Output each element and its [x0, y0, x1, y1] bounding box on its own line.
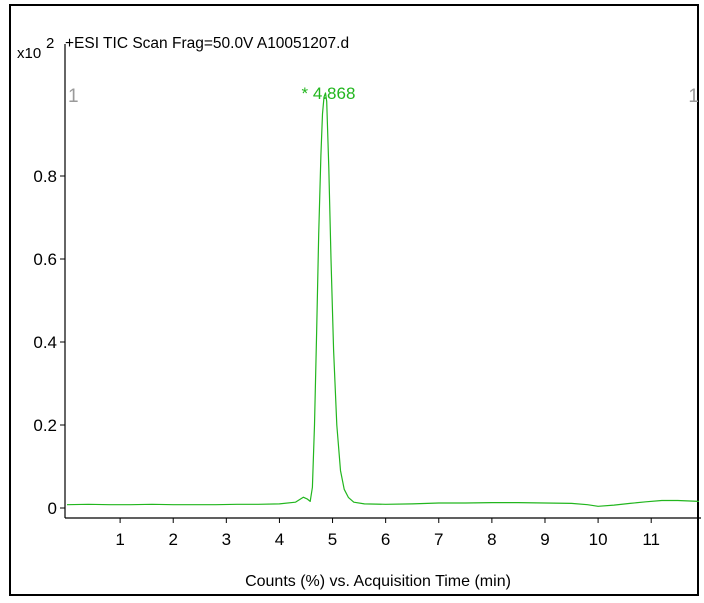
peak-annotation: * 4.868	[302, 84, 356, 103]
x-tick-label: 7	[434, 530, 443, 549]
x-tick-label: 6	[381, 530, 390, 549]
x-tick-label: 4	[275, 530, 284, 549]
y-tick-label: 0.4	[33, 333, 57, 352]
x-tick-label: 3	[222, 530, 231, 549]
x-axis-label: Counts (%) vs. Acquisition Time (min)	[245, 573, 511, 590]
y-multiplier-exponent: 2	[46, 35, 54, 52]
chromatogram-chart: x10 2 +ESI TIC Scan Frag=50.0V A10051207…	[11, 6, 701, 598]
x-tick-label: 2	[168, 530, 177, 549]
tic-series-line	[67, 93, 699, 506]
y-tick-label: 0.6	[33, 250, 57, 269]
x-tick-label: 5	[328, 530, 337, 549]
y-tick-label: 0.8	[33, 167, 57, 186]
right-edge-marker: 1	[688, 86, 699, 107]
y-multiplier-base: x10	[17, 45, 41, 62]
left-edge-marker: 1	[68, 86, 79, 107]
y-tick-label: 0	[48, 499, 57, 518]
x-tick-label: 9	[540, 530, 549, 549]
x-tick-label: 11	[642, 530, 660, 549]
x-tick-label: 10	[589, 530, 608, 549]
chart-frame: x10 2 +ESI TIC Scan Frag=50.0V A10051207…	[9, 4, 699, 596]
y-tick-label: 0.2	[33, 416, 57, 435]
x-tick-label: 8	[487, 530, 496, 549]
chart-title: +ESI TIC Scan Frag=50.0V A10051207.d	[65, 35, 349, 52]
x-tick-label: 1	[115, 530, 124, 549]
